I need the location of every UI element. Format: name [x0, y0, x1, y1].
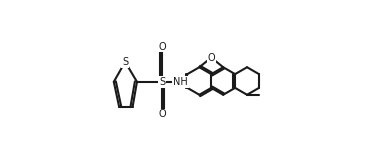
Text: O: O [208, 53, 215, 63]
Text: O: O [158, 109, 166, 119]
Text: S: S [159, 77, 165, 87]
Text: NH: NH [173, 77, 188, 87]
Text: S: S [122, 57, 128, 67]
Text: O: O [158, 42, 166, 52]
